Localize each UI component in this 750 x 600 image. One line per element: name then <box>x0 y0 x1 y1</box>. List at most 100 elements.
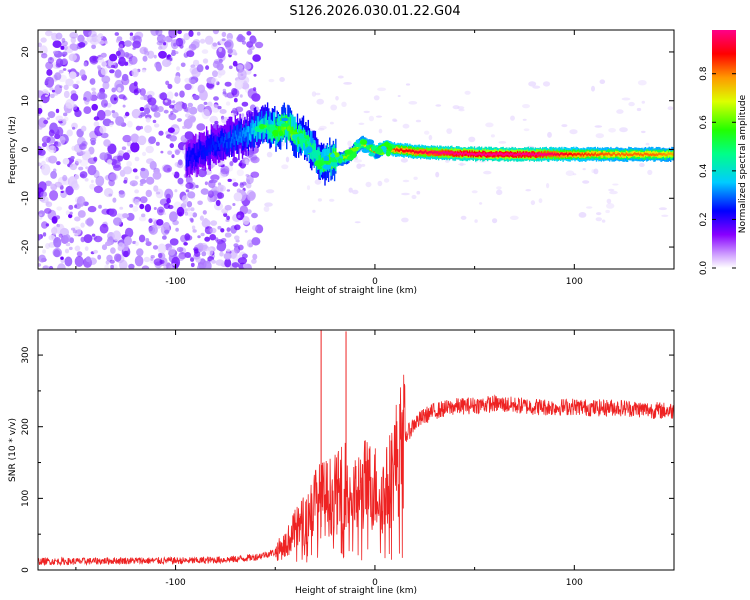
noise-blob <box>207 101 213 108</box>
noise-blob <box>47 111 56 119</box>
ridge-cell <box>599 153 601 156</box>
noise-blob <box>42 265 50 269</box>
noise-blob <box>244 158 249 165</box>
noise-blob <box>243 80 247 85</box>
ridge-cell <box>221 136 223 143</box>
noise-blob <box>65 210 71 216</box>
ridge-cell <box>266 102 269 138</box>
noise-blob <box>522 104 530 109</box>
ridge-cell <box>208 142 210 166</box>
ridge-cell <box>265 113 268 128</box>
noise-blob <box>56 58 64 68</box>
ridge-cell <box>434 150 436 156</box>
ridge-cell <box>555 153 557 156</box>
noise-blob <box>88 94 98 102</box>
noise-blob <box>60 45 65 50</box>
ridge-cell <box>482 150 484 156</box>
noise-blob <box>509 215 519 220</box>
y-tick-label: 0 <box>21 567 31 573</box>
noise-blob <box>55 215 61 220</box>
noise-blob <box>596 212 602 216</box>
ridge-cell <box>208 145 210 152</box>
noise-blob <box>636 107 642 112</box>
noise-blob <box>641 130 646 134</box>
ridge-cell <box>298 137 300 145</box>
ridge-cell <box>311 145 313 160</box>
ridge-cell <box>445 152 447 155</box>
noise-blob <box>212 42 218 47</box>
noise-blob <box>214 120 219 125</box>
noise-blob <box>253 87 257 92</box>
ridge-cell <box>668 152 671 156</box>
noise-blob <box>168 30 178 39</box>
ridge-cell <box>415 150 417 153</box>
ridge-cell <box>549 152 551 155</box>
ridge-cell <box>244 131 246 138</box>
snr-panel: -100 0 100 0 100 200 300 Height of straight li… <box>8 329 675 596</box>
noise-blob <box>49 190 59 201</box>
ridge-cell <box>655 153 658 156</box>
noise-blob <box>220 165 230 175</box>
snr-series-line <box>38 374 674 567</box>
ridge-cell <box>329 153 331 168</box>
noise-blob <box>608 188 615 192</box>
noise-blob <box>123 250 129 258</box>
noise-blob <box>523 128 530 132</box>
ridge-cell <box>309 142 312 149</box>
noise-blob <box>171 172 176 175</box>
noise-blob <box>445 159 450 163</box>
ridge-cell <box>455 151 458 157</box>
ridge-cell <box>497 152 500 158</box>
noise-blob <box>122 104 126 108</box>
noise-blob <box>85 218 94 226</box>
ridge-cell <box>476 153 478 156</box>
noise-blob <box>215 199 221 207</box>
ridge-cell <box>495 153 497 156</box>
ridge-cell <box>524 152 526 158</box>
ridge-cell <box>550 153 552 156</box>
ridge-blob <box>355 139 360 144</box>
ridge-cell <box>499 152 501 155</box>
noise-blob <box>162 235 167 240</box>
noise-blob <box>619 127 628 133</box>
noise-blob <box>135 241 139 246</box>
ridge-cell <box>536 152 538 155</box>
ridge-cell <box>530 152 532 158</box>
ridge-cell <box>554 152 556 155</box>
noise-blob <box>220 228 225 233</box>
ridge-cell <box>196 143 198 157</box>
noise-blob <box>219 251 224 257</box>
noise-blob <box>183 242 188 246</box>
noise-blob <box>56 206 63 211</box>
noise-blob <box>103 187 114 198</box>
ridge-cell <box>598 153 600 157</box>
ridge-cell <box>558 153 561 157</box>
noise-blob <box>202 210 207 215</box>
ridge-cell <box>514 153 516 156</box>
noise-blob <box>62 112 68 117</box>
noise-blob <box>234 79 244 90</box>
noise-blob <box>57 263 66 269</box>
ridge-cell <box>626 153 629 156</box>
ridge-cell <box>593 153 595 156</box>
ridge-cell <box>452 151 454 154</box>
noise-blob <box>55 108 60 114</box>
noise-blob <box>133 81 138 87</box>
ridge-cell <box>482 153 484 156</box>
ridge-cell <box>628 153 630 156</box>
noise-blob <box>306 185 311 191</box>
ridge-cell <box>264 126 266 133</box>
noise-blob <box>61 118 67 123</box>
ridge-cell <box>570 152 573 156</box>
noise-blob <box>616 109 624 114</box>
ridge-cell <box>660 153 662 156</box>
noise-blob <box>104 40 108 45</box>
noise-blob <box>167 83 173 89</box>
ridge-cell <box>416 151 418 154</box>
noise-blob <box>102 81 110 90</box>
ridge-cell <box>256 128 258 142</box>
noise-blob <box>52 50 59 55</box>
ridge-cell <box>622 152 624 156</box>
noise-blob <box>177 118 182 122</box>
ridge-cell <box>289 126 291 133</box>
